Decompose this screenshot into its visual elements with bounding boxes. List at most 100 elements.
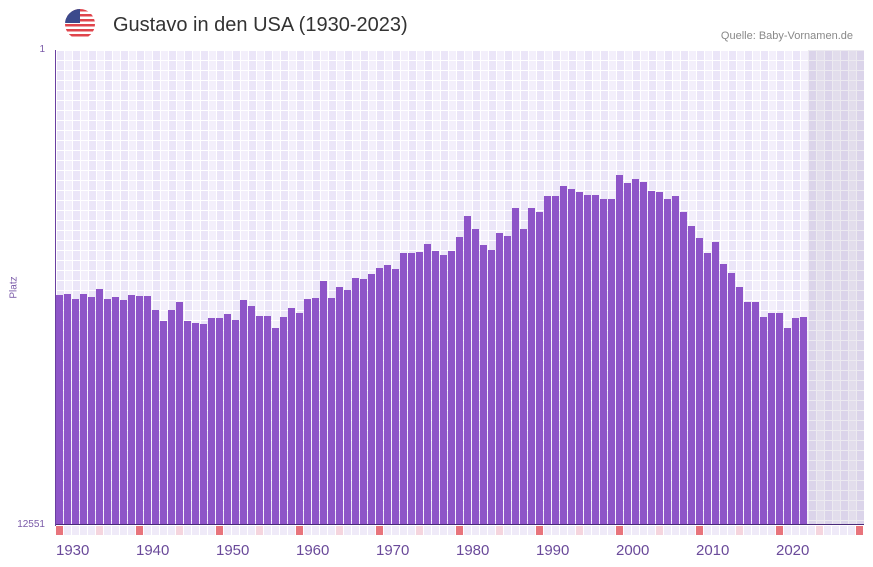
bar-2016 xyxy=(744,302,751,525)
year-marker-1995 xyxy=(576,526,583,535)
year-marker-2019 xyxy=(768,526,775,535)
year-marker-1954 xyxy=(248,526,255,535)
bar-1997 xyxy=(592,195,599,525)
bar-1950 xyxy=(216,318,223,525)
bar-1959 xyxy=(288,308,295,525)
year-marker-1932 xyxy=(72,526,79,535)
bar-1957 xyxy=(272,328,279,525)
bar-1965 xyxy=(336,287,343,525)
bar-1952 xyxy=(232,320,239,525)
year-marker-1968 xyxy=(360,526,367,535)
bar-2000 xyxy=(616,175,623,525)
bar-1940 xyxy=(136,295,143,525)
bar-2005 xyxy=(656,192,663,525)
bar-2021 xyxy=(784,328,791,525)
year-marker-2028 xyxy=(840,526,847,535)
x-tick-label: 2020 xyxy=(776,542,810,559)
year-marker-2016 xyxy=(744,526,751,535)
year-marker-2027 xyxy=(832,526,839,535)
bar-1934 xyxy=(88,297,95,525)
x-tick-label: 1950 xyxy=(216,542,250,559)
bar-1964 xyxy=(328,297,335,525)
year-marker-1943 xyxy=(160,526,167,535)
bar-1958 xyxy=(280,316,287,525)
chart-title: Gustavo in den USA (1930-2023) xyxy=(113,14,408,36)
year-marker-2030 xyxy=(856,526,863,535)
year-marker-1966 xyxy=(344,526,351,535)
us-flag-icon xyxy=(65,9,95,39)
bar-1961 xyxy=(304,299,311,525)
year-marker-1980 xyxy=(456,526,463,535)
year-marker-1935 xyxy=(96,526,103,535)
bar-1978 xyxy=(440,255,447,525)
x-tick-label: 1970 xyxy=(376,542,410,559)
bar-1966 xyxy=(344,290,351,525)
bar-1975 xyxy=(416,252,423,525)
x-tick-label: 1990 xyxy=(536,542,570,559)
year-marker-2026 xyxy=(824,526,831,535)
year-marker-2003 xyxy=(640,526,647,535)
bar-1969 xyxy=(368,274,375,525)
bar-1977 xyxy=(432,250,439,525)
bar-1939 xyxy=(128,295,135,525)
year-marker-2000 xyxy=(616,526,623,535)
year-marker-1969 xyxy=(368,526,375,535)
year-marker-1930 xyxy=(56,526,63,535)
bar-1967 xyxy=(352,278,359,525)
bar-2011 xyxy=(704,252,711,525)
bar-1953 xyxy=(240,300,247,525)
bar-2013 xyxy=(720,264,727,525)
bar-1994 xyxy=(568,188,575,525)
bar-2022 xyxy=(792,318,799,525)
year-marker-1996 xyxy=(584,526,591,535)
bar-1955 xyxy=(256,316,263,525)
bar-2015 xyxy=(736,287,743,525)
bar-1933 xyxy=(80,293,87,525)
year-marker-2023 xyxy=(800,526,807,535)
bar-1931 xyxy=(64,293,71,525)
bar-2002 xyxy=(632,179,639,525)
bar-1930 xyxy=(56,295,63,525)
year-marker-1991 xyxy=(544,526,551,535)
year-marker-1949 xyxy=(208,526,215,535)
year-marker-1944 xyxy=(168,526,175,535)
x-tick-label: 2010 xyxy=(696,542,730,559)
bar-2014 xyxy=(728,273,735,525)
year-marker-2009 xyxy=(688,526,695,535)
bar-1949 xyxy=(208,318,215,525)
bar-1982 xyxy=(472,229,479,525)
year-marker-1940 xyxy=(136,526,143,535)
year-marker-2020 xyxy=(776,526,783,535)
year-marker-1977 xyxy=(432,526,439,535)
year-marker-1972 xyxy=(392,526,399,535)
bar-1970 xyxy=(376,268,383,525)
bar-2008 xyxy=(680,212,687,525)
y-axis-label: Platz xyxy=(8,276,20,299)
year-marker-1939 xyxy=(128,526,135,535)
x-tick-label: 2000 xyxy=(616,542,650,559)
year-marker-2008 xyxy=(680,526,687,535)
plot-area xyxy=(56,50,864,525)
year-marker-1956 xyxy=(264,526,271,535)
bar-1945 xyxy=(176,302,183,525)
year-marker-1981 xyxy=(464,526,471,535)
bar-1993 xyxy=(560,186,567,525)
year-marker-2013 xyxy=(720,526,727,535)
year-marker-1957 xyxy=(272,526,279,535)
bar-1951 xyxy=(224,314,231,525)
year-marker-1997 xyxy=(592,526,599,535)
year-marker-1950 xyxy=(216,526,223,535)
year-marker-2005 xyxy=(656,526,663,535)
bar-1973 xyxy=(400,252,407,525)
bar-1987 xyxy=(512,207,519,525)
year-marker-1945 xyxy=(176,526,183,535)
year-marker-2025 xyxy=(816,526,823,535)
bar-1984 xyxy=(488,250,495,525)
bar-1942 xyxy=(152,309,159,525)
year-marker-1933 xyxy=(80,526,87,535)
bar-1938 xyxy=(120,300,127,525)
year-marker-2014 xyxy=(728,526,735,535)
year-marker-1964 xyxy=(328,526,335,535)
x-tick-label: 1940 xyxy=(136,542,170,559)
bar-2007 xyxy=(672,195,679,525)
